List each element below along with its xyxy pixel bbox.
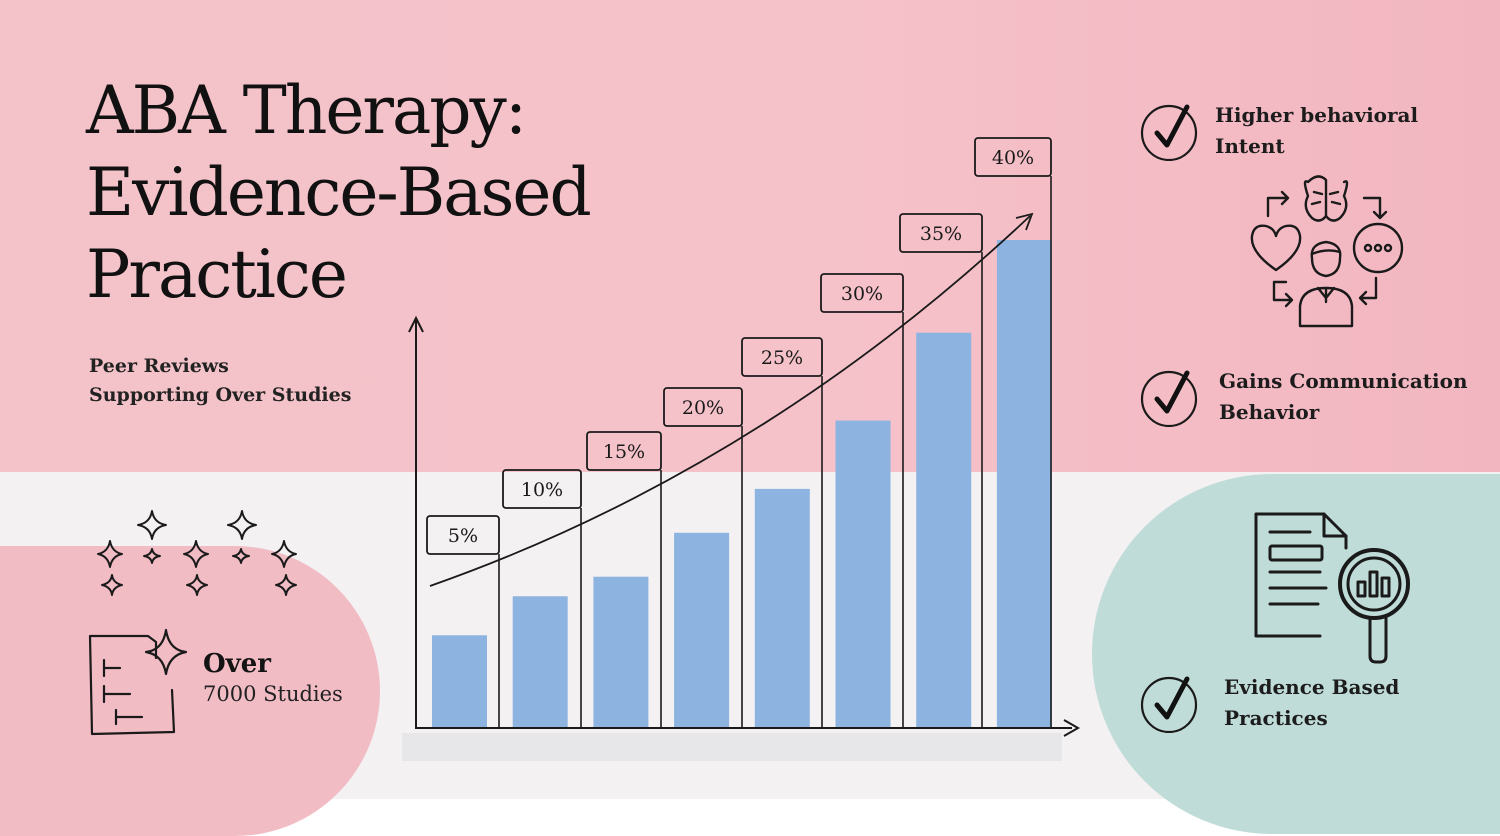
- y-axis-arrow-icon: [408, 315, 424, 333]
- dividers-group: [498, 176, 1052, 728]
- teal-blob: [1092, 474, 1500, 834]
- bar: [512, 596, 568, 728]
- subtitle: Peer Reviews Supporting Over Studies: [89, 352, 351, 410]
- data-label-box: [586, 431, 662, 471]
- benefit-item: Gains Communication Behavior: [1139, 366, 1468, 428]
- title-line-2: Evidence-Based: [86, 154, 592, 231]
- bar: [996, 240, 1052, 728]
- document-magnifier-icon: [1254, 512, 1410, 664]
- data-label-box: [974, 137, 1052, 177]
- benefit-line: Gains Communication: [1219, 369, 1468, 393]
- benefit-item: Higher behavioral Intent: [1139, 100, 1418, 162]
- data-label: 5%: [448, 525, 478, 547]
- data-label: 30%: [841, 283, 883, 305]
- checkmark-circle-icon: [1140, 676, 1198, 733]
- data-label: 15%: [603, 441, 645, 463]
- data-label: 25%: [761, 347, 803, 369]
- title-line-1: ABA Therapy:: [86, 72, 527, 149]
- benefit-line: Intent: [1215, 134, 1285, 158]
- chart-axes: [415, 320, 1072, 729]
- checklist-sparkle-icon: [88, 628, 188, 736]
- bar: [593, 576, 649, 728]
- pink-blob: [0, 546, 380, 836]
- benefit-line: Behavior: [1219, 400, 1320, 424]
- benefit-label: Higher behavioral Intent: [1215, 100, 1418, 162]
- stat-block: Over 7000 Studies: [203, 648, 343, 708]
- benefit-line: Evidence Based: [1224, 675, 1400, 699]
- checkmark-circle-icon: [1140, 370, 1198, 427]
- page-title: ABA Therapy: Evidence-Based Practice: [86, 70, 646, 316]
- benefit-line: Practices: [1224, 706, 1328, 730]
- benefit-line: Higher behavioral: [1215, 103, 1419, 127]
- stat-value: 7000 Studies: [203, 682, 343, 706]
- stat-heading: Over: [203, 649, 271, 679]
- bar: [835, 420, 891, 728]
- subtitle-line-1: Peer Reviews: [89, 355, 229, 377]
- trend-line: [429, 215, 1031, 587]
- bar: [432, 635, 487, 728]
- trend-arrow-icon: [1015, 212, 1034, 231]
- pink-background: [0, 0, 1500, 472]
- benefit-item: Evidence Based Practices: [1139, 672, 1399, 734]
- bar-chart: 5% 10% 15% 20% 25% 30% 35% 40%: [402, 137, 1081, 761]
- data-label-box: [741, 337, 823, 377]
- data-label-box: [663, 387, 743, 427]
- x-axis-arrow-icon: [1063, 719, 1081, 737]
- bar: [674, 532, 730, 728]
- bar: [754, 488, 810, 728]
- benefit-label: Evidence Based Practices: [1224, 672, 1399, 734]
- data-label-box: [899, 213, 983, 253]
- data-label: 35%: [920, 223, 962, 245]
- title-line-3: Practice: [86, 236, 348, 313]
- benefit-label: Gains Communication Behavior: [1219, 366, 1468, 428]
- chart-base-shadow: [402, 733, 1062, 761]
- checkmark-circle-icon: [1140, 104, 1198, 161]
- data-label-box: [502, 469, 582, 509]
- bar: [916, 332, 972, 728]
- data-label: 40%: [992, 147, 1034, 169]
- subtitle-line-2: Supporting Over Studies: [89, 384, 352, 406]
- brain-heart-cycle-icon: [1250, 175, 1404, 328]
- bars-group: [432, 240, 1052, 728]
- data-label-box: [820, 273, 904, 313]
- data-labels-group: 5% 10% 15% 20% 25% 30% 35% 40%: [426, 137, 1052, 555]
- sparkle-stars-icon: [97, 510, 297, 596]
- data-label: 10%: [521, 479, 563, 501]
- data-label: 20%: [682, 397, 724, 419]
- data-label-box: [426, 515, 500, 555]
